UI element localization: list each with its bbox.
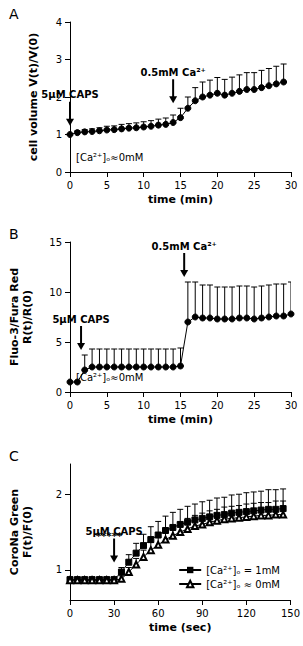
svg-text:0.5mM Ca²⁺: 0.5mM Ca²⁺ [140, 67, 205, 78]
svg-text:time (min): time (min) [148, 413, 213, 426]
svg-text:0: 0 [56, 167, 62, 178]
svg-text:90: 90 [196, 608, 209, 619]
svg-text:B: B [9, 226, 19, 242]
svg-text:15: 15 [49, 237, 62, 248]
svg-text:R(t)/R(0): R(t)/R(0) [21, 290, 34, 344]
svg-text:5µM CAPS: 5µM CAPS [52, 314, 109, 325]
svg-text:60: 60 [152, 608, 165, 619]
svg-text:10: 10 [137, 180, 150, 191]
svg-text:25: 25 [248, 400, 261, 411]
svg-text:C: C [9, 448, 19, 464]
svg-text:0: 0 [67, 180, 73, 191]
svg-text:1: 1 [56, 129, 62, 140]
svg-text:time (min): time (min) [148, 193, 213, 206]
svg-text:5: 5 [104, 400, 110, 411]
svg-text:10: 10 [137, 400, 150, 411]
svg-text:30: 30 [285, 180, 298, 191]
svg-text:30: 30 [285, 400, 298, 411]
svg-text:20: 20 [211, 400, 224, 411]
svg-text:cell volume V(t)/V(0): cell volume V(t)/V(0) [27, 33, 40, 162]
svg-text:CoroNa Green: CoroNa Green [8, 489, 21, 575]
svg-text:30: 30 [108, 608, 121, 619]
svg-text:F(t)/F(0): F(t)/F(0) [21, 506, 34, 558]
svg-text:0: 0 [67, 400, 73, 411]
svg-text:150: 150 [281, 608, 300, 619]
svg-text:time (sec): time (sec) [149, 621, 211, 634]
svg-text:[Ca²⁺]ₒ≈0mM: [Ca²⁺]ₒ≈0mM [76, 152, 143, 163]
svg-text:[Ca²⁺]ₒ ≈ 0mM: [Ca²⁺]ₒ ≈ 0mM [206, 579, 280, 590]
svg-text:[Ca²⁺]ₒ≈0mM: [Ca²⁺]ₒ≈0mM [76, 372, 143, 383]
svg-text:0: 0 [56, 387, 62, 398]
svg-text:Fluo-3/Fura Red: Fluo-3/Fura Red [8, 268, 21, 366]
svg-text:25: 25 [248, 180, 261, 191]
svg-text:10: 10 [49, 287, 62, 298]
svg-text:5µM CAPS: 5µM CAPS [85, 526, 143, 537]
svg-text:0.5mM Ca²⁺: 0.5mM Ca²⁺ [152, 241, 217, 252]
svg-text:A: A [9, 6, 19, 22]
svg-text:1: 1 [56, 564, 62, 575]
svg-text:5: 5 [56, 337, 62, 348]
svg-text:0: 0 [67, 608, 73, 619]
svg-text:20: 20 [211, 180, 224, 191]
svg-text:5µM CAPS: 5µM CAPS [41, 89, 98, 100]
svg-text:3: 3 [56, 54, 62, 65]
svg-text:120: 120 [237, 608, 256, 619]
svg-text:[Ca²⁺]ₒ = 1mM: [Ca²⁺]ₒ = 1mM [206, 565, 280, 576]
svg-text:15: 15 [174, 180, 187, 191]
svg-text:5: 5 [104, 180, 110, 191]
svg-text:2: 2 [56, 489, 62, 500]
svg-text:15: 15 [174, 400, 187, 411]
svg-text:4: 4 [56, 17, 62, 28]
svg-text:*****: ***** [96, 531, 123, 542]
